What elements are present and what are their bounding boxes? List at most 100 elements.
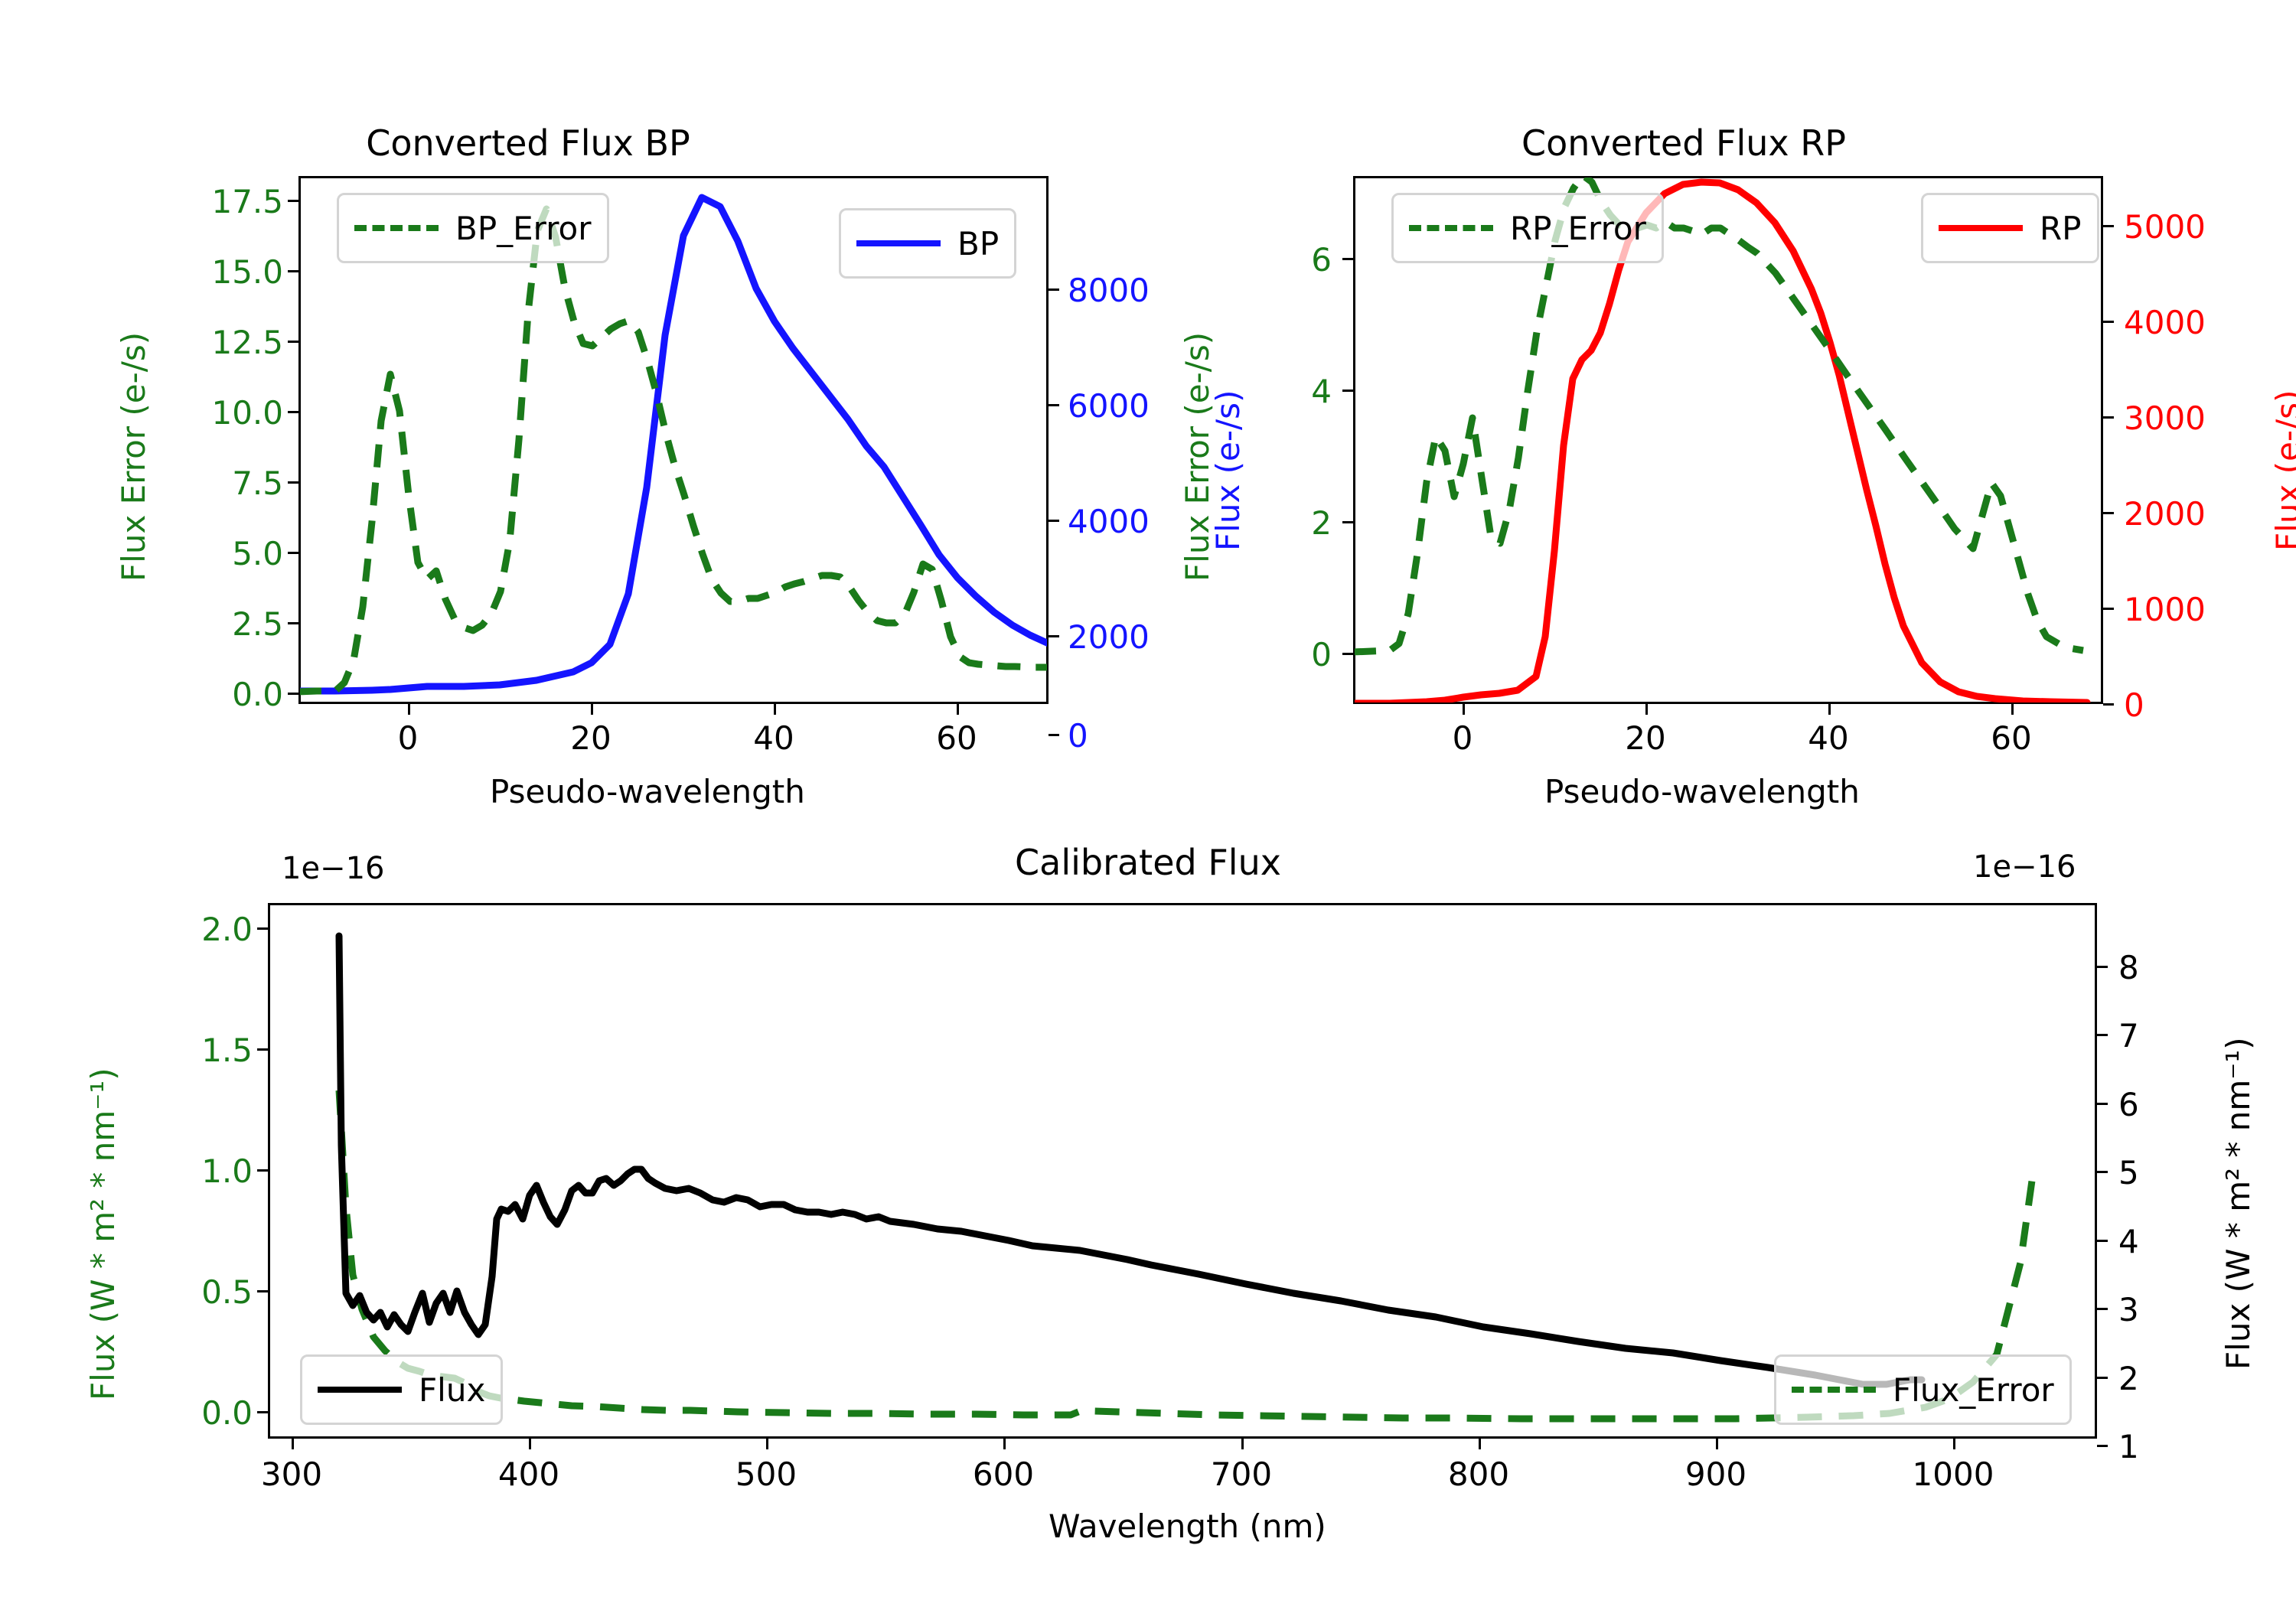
rp-y2tick-mark xyxy=(2103,321,2114,323)
rp-ytick-4: 4 xyxy=(1311,373,1332,410)
rp-legend[interactable]: RP xyxy=(1921,193,2099,263)
calibrated-flux-error-line xyxy=(335,1090,2036,1423)
bp-ytick-mark xyxy=(288,411,298,413)
calibrated-y2tick-mark xyxy=(2097,1171,2108,1173)
bp-error-line xyxy=(300,205,1047,696)
panel-calibrated-flux: Calibrated Flux 1e−16 1e−16 2.0 1.5 1.0 … xyxy=(0,834,2296,1607)
bp-flux-line xyxy=(300,194,1047,695)
calibrated-flux-error-legend-swatch xyxy=(1792,1387,1876,1393)
calibrated-y2tick-4: 4 xyxy=(2118,1223,2139,1260)
calibrated-xtick-1000: 1000 xyxy=(1912,1455,1994,1493)
calibrated-xtick-900: 900 xyxy=(1684,1455,1747,1493)
calibrated-plot-title: Calibrated Flux xyxy=(1015,842,1281,883)
rp-ytick-mark xyxy=(1342,258,1353,260)
rp-ytick-2: 2 xyxy=(1311,504,1332,542)
bp-ytick-mark xyxy=(288,622,298,624)
bp-y2tick-mark xyxy=(1049,734,1059,736)
calibrated-y2tick-3: 3 xyxy=(2118,1291,2139,1328)
calibrated-xtick-mark xyxy=(1241,1439,1244,1449)
calibrated-ytick-1-5: 1.5 xyxy=(201,1032,253,1069)
bp-y2tick-8000: 8000 xyxy=(1068,272,1150,309)
bp-xtick-40: 40 xyxy=(753,719,794,757)
rp-xtick-20: 20 xyxy=(1625,719,1666,757)
bp-legend[interactable]: BP xyxy=(839,208,1017,279)
bp-ytick-15-0: 15.0 xyxy=(211,253,283,291)
bp-axes-frame xyxy=(298,176,1049,704)
rp-y2tick-mark xyxy=(2103,225,2114,227)
bp-error-legend-swatch xyxy=(354,225,439,231)
rp-flux-line xyxy=(1355,178,2091,702)
rp-xtick-mark xyxy=(1645,704,1648,715)
bp-y2tick-2000: 2000 xyxy=(1068,618,1150,656)
bp-ytick-17-5: 17.5 xyxy=(211,183,283,220)
calibrated-y2tick-mark xyxy=(2097,1308,2108,1310)
rp-xtick-40: 40 xyxy=(1808,719,1849,757)
calibrated-y2tick-mark xyxy=(2097,1377,2108,1379)
bp-xtick-mark xyxy=(591,704,593,715)
bp-curves xyxy=(300,194,1047,696)
calibrated-axes-frame xyxy=(268,903,2097,1439)
rp-y2tick-mark xyxy=(2103,703,2114,706)
bp-y2tick-4000: 4000 xyxy=(1068,503,1150,540)
calibrated-xtick-mark xyxy=(529,1439,531,1449)
bp-ytick-10-0: 10.0 xyxy=(211,394,283,432)
rp-axes-frame xyxy=(1353,176,2103,704)
rp-xlabel: Pseudo-wavelength xyxy=(1544,773,1860,810)
calibrated-y2tick-7: 7 xyxy=(2118,1017,2139,1054)
rp-y2tick-4000: 4000 xyxy=(2124,304,2206,341)
calibrated-y2tick-mark xyxy=(2097,1240,2108,1242)
calibrated-flux-legend-label: Flux xyxy=(419,1371,486,1409)
calibrated-xtick-mark xyxy=(766,1439,768,1449)
calibrated-ytick-mark xyxy=(257,1169,268,1172)
calibrated-xtick-600: 600 xyxy=(972,1455,1035,1493)
bp-ytick-2-5: 2.5 xyxy=(232,605,283,643)
calibrated-flux-legend[interactable]: Flux xyxy=(300,1354,504,1425)
rp-y2tick-mark xyxy=(2103,512,2114,514)
bp-ytick-0-0: 0.0 xyxy=(232,676,283,713)
rp-error-line xyxy=(1355,178,2084,656)
bp-ytick-12-5: 12.5 xyxy=(211,324,283,361)
bp-ytick-mark xyxy=(288,693,298,695)
bp-xtick-20: 20 xyxy=(570,719,612,757)
bp-ytick-7-5: 7.5 xyxy=(232,464,283,502)
calibrated-y2tick-6: 6 xyxy=(2118,1086,2139,1123)
rp-error-legend[interactable]: RP_Error xyxy=(1391,193,1664,263)
bp-plot-title: Converted Flux BP xyxy=(366,122,690,164)
bp-y2tick-6000: 6000 xyxy=(1068,387,1150,425)
rp-legend-swatch xyxy=(1939,225,2023,231)
calibrated-xtick-mark xyxy=(292,1439,294,1449)
rp-ytick-mark xyxy=(1342,653,1353,655)
calibrated-xtick-300: 300 xyxy=(260,1455,323,1493)
calibrated-xtick-500: 500 xyxy=(735,1455,797,1493)
calibrated-y2tick-mark xyxy=(2097,1445,2108,1447)
calibrated-xtick-400: 400 xyxy=(497,1455,560,1493)
calibrated-xlabel: Wavelength (nm) xyxy=(1049,1508,1326,1545)
bp-error-legend[interactable]: BP_Error xyxy=(337,193,609,263)
calibrated-ytick-2-0: 2.0 xyxy=(201,911,253,948)
calibrated-flux-error-legend[interactable]: Flux_Error xyxy=(1774,1354,2072,1425)
calibrated-ytick-mark xyxy=(257,927,268,930)
bp-ytick-mark xyxy=(288,200,298,202)
calibrated-y2tick-8: 8 xyxy=(2118,949,2139,986)
calibrated-ytick-0-0: 0.0 xyxy=(201,1394,253,1432)
bp-y2tick-mark xyxy=(1049,404,1059,406)
bp-xtick-mark xyxy=(408,704,410,715)
bp-ytick-5-0: 5.0 xyxy=(232,535,283,572)
calibrated-xtick-mark xyxy=(1003,1439,1006,1449)
calibrated-ytick-mark xyxy=(257,1048,268,1051)
rp-xtick-mark xyxy=(1463,704,1465,715)
rp-y2tick-mark xyxy=(2103,416,2114,419)
bp-xtick-60: 60 xyxy=(936,719,977,757)
rp-curves xyxy=(1355,178,2091,702)
calibrated-right-offset-text: 1e−16 xyxy=(1973,849,2076,885)
calibrated-flux-line xyxy=(335,932,1926,1388)
rp-y2tick-mark xyxy=(2103,608,2114,610)
bp-legend-label: BP xyxy=(957,224,1000,262)
calibrated-flux-legend-swatch xyxy=(318,1387,402,1393)
bp-xtick-mark xyxy=(957,704,959,715)
calibrated-xtick-700: 700 xyxy=(1210,1455,1273,1493)
bp-ytick-mark xyxy=(288,552,298,554)
calibrated-y2tick-5: 5 xyxy=(2118,1154,2139,1191)
bp-legend-swatch xyxy=(856,240,941,246)
